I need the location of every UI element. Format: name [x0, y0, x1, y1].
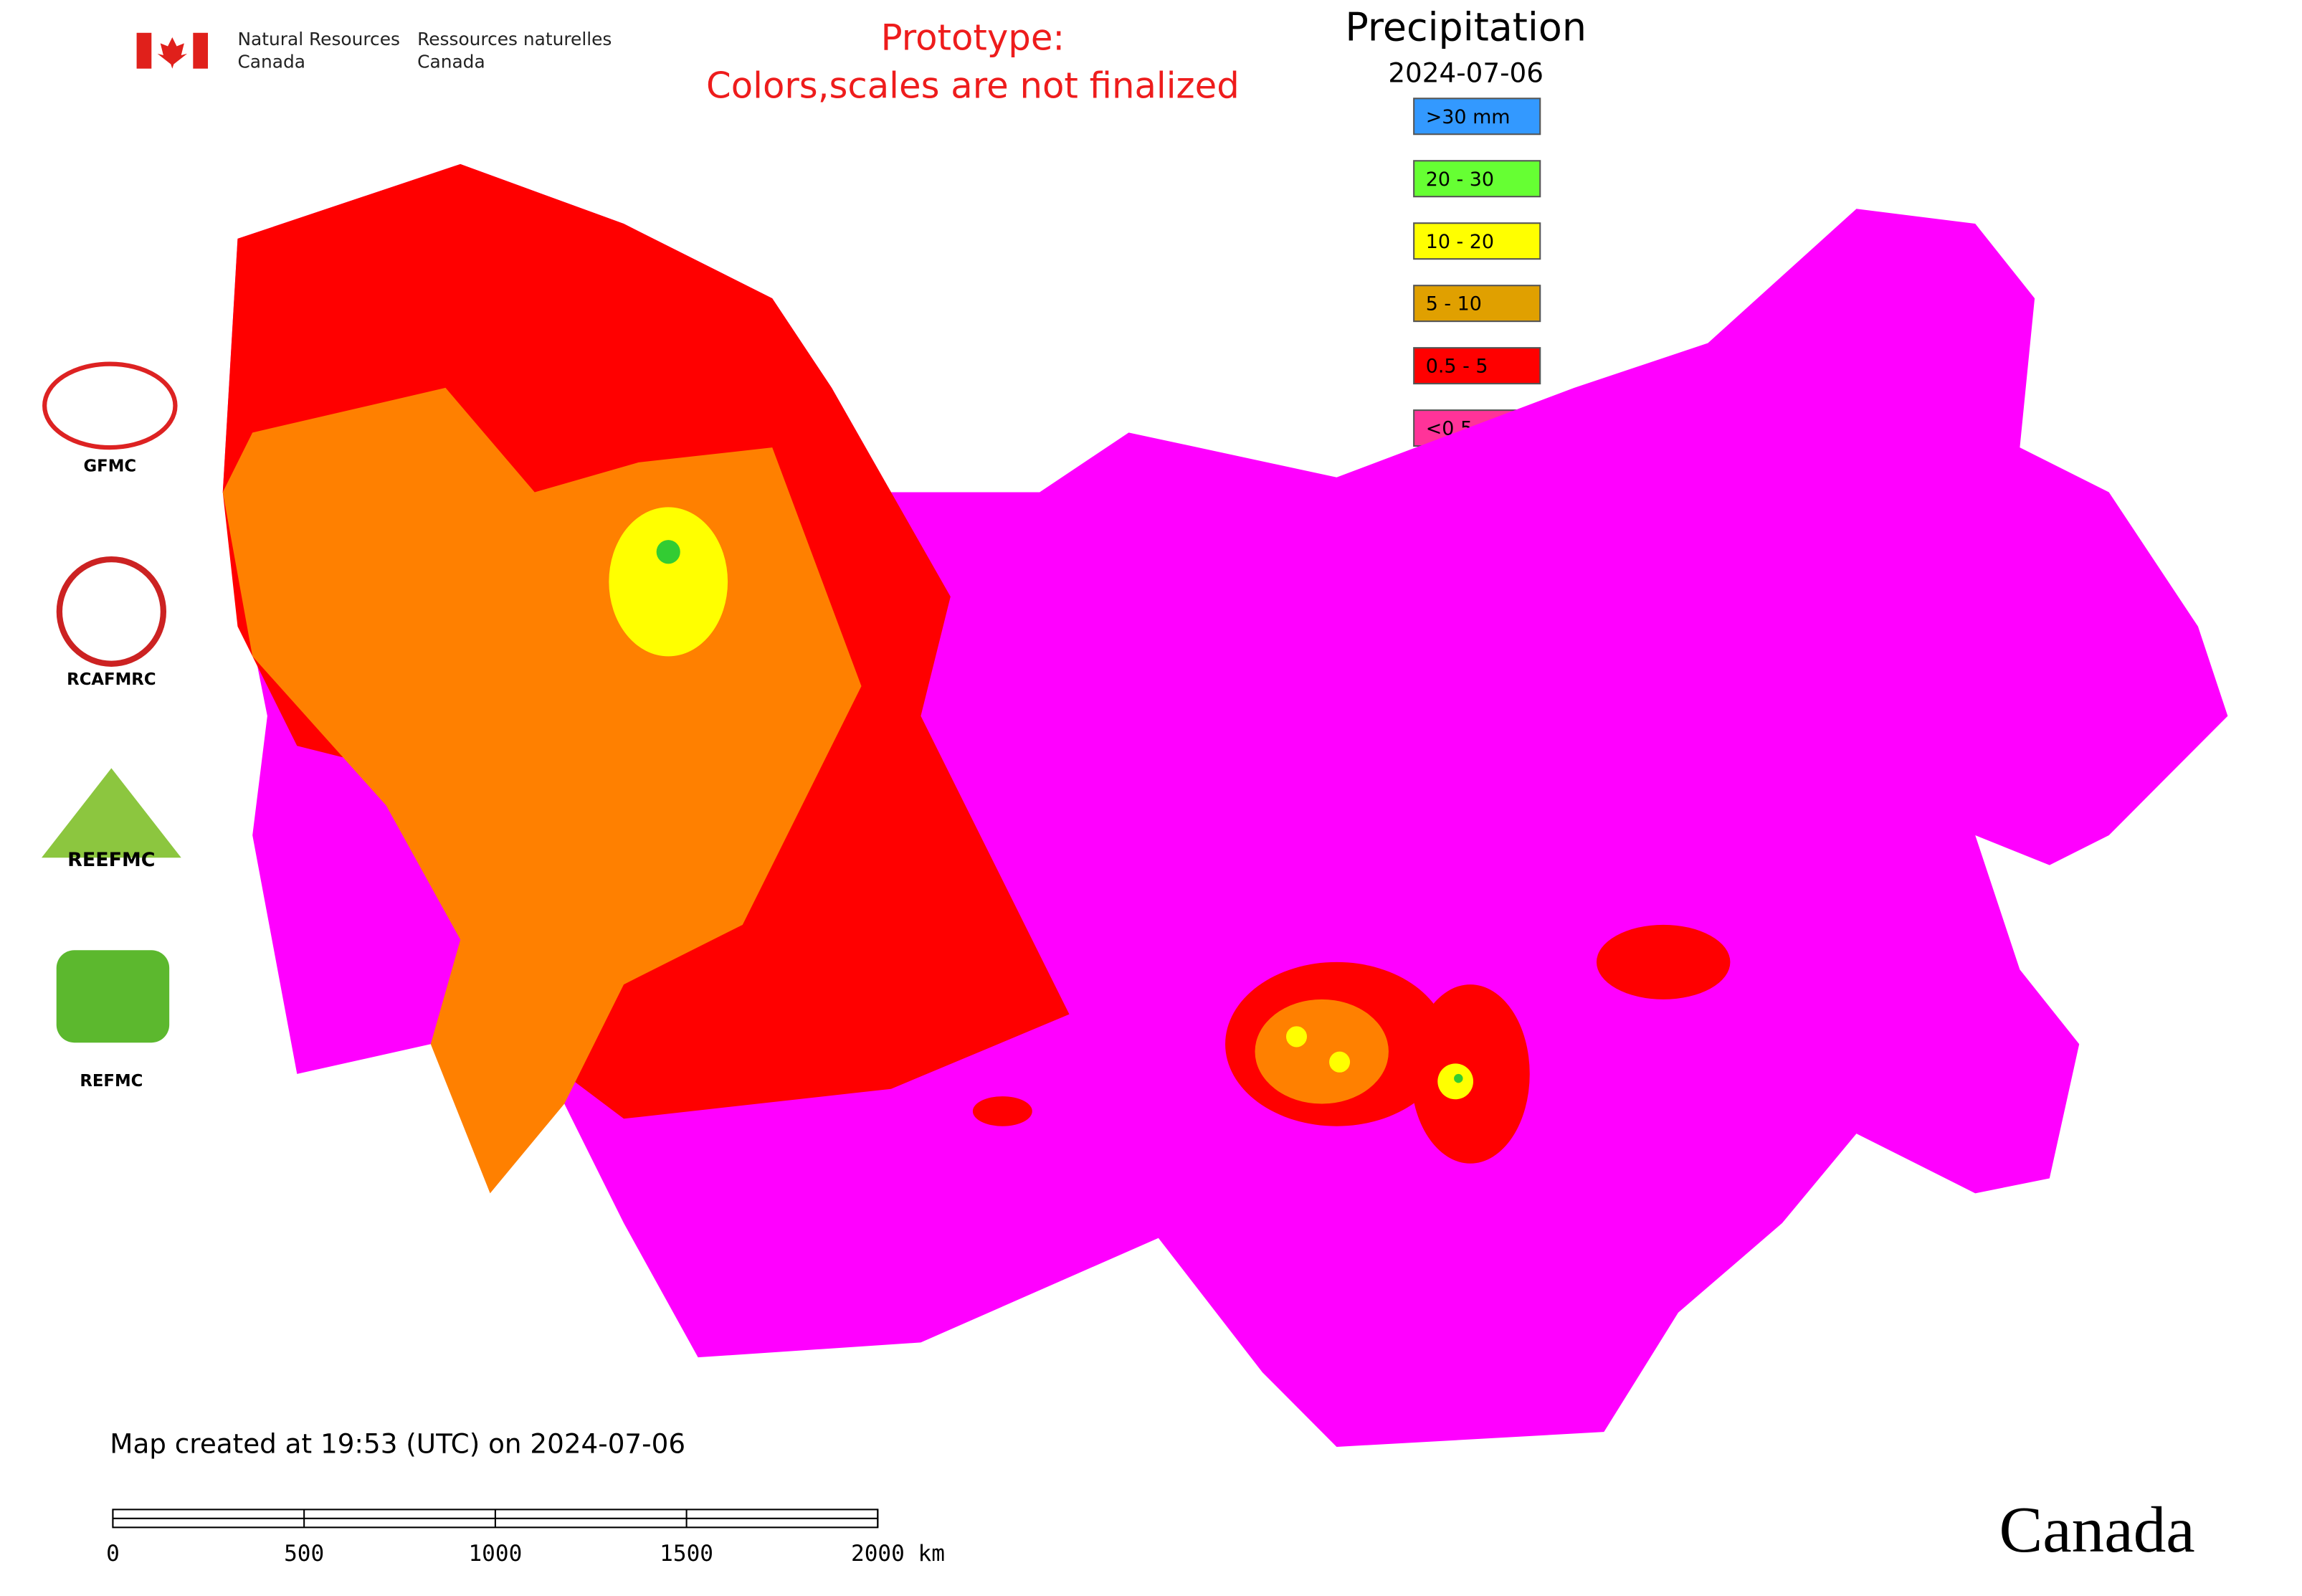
canada-wordmark: Canada [1999, 1493, 2194, 1566]
zone-orange [1255, 999, 1389, 1104]
zone-yellow [1329, 1051, 1351, 1073]
legend-swatch [1413, 222, 1541, 260]
logos: GFMC RCAFMRC REEFMC REFMC [42, 361, 181, 1091]
agency-fr: Ressources naturelles [417, 29, 612, 49]
scale-label: 1500 [660, 1541, 713, 1567]
logo-label: REFMC [80, 1072, 143, 1091]
canvas: Natural Resources Canada Ressources natu… [42, 4, 2228, 1567]
legend-swatch [1413, 347, 1541, 385]
logo-text: REEFMC [67, 849, 155, 871]
zone-green [656, 540, 680, 564]
map [222, 163, 2228, 1447]
flag-bar [136, 32, 152, 69]
map-title: Precipitation [1345, 4, 1587, 49]
legend-label: 20 - 30 [1426, 168, 1494, 191]
agency-en: Natural Resources [237, 29, 400, 49]
zone-red [972, 1096, 1032, 1126]
legend-swatch [1413, 285, 1541, 323]
legend-label: 10 - 20 [1426, 231, 1494, 253]
legend-label: >30 mm [1426, 106, 1511, 128]
scale-label: 2000 km [851, 1541, 945, 1567]
scale-label: 1000 [468, 1541, 522, 1567]
agency-en: Canada [237, 51, 305, 72]
footer-note: Map created at 19:53 (UTC) on 2024-07-06 [110, 1428, 685, 1459]
flag-bar [193, 32, 209, 69]
zone-green [1454, 1073, 1463, 1083]
logo-label: RCAFMRC [67, 670, 156, 689]
notice: Colors,scales are not finalized [706, 65, 1240, 106]
notice: Prototype: [881, 17, 1065, 59]
gfmc-logo [42, 361, 178, 450]
zone-red [1596, 924, 1731, 999]
logo-label: GFMC [83, 457, 136, 476]
gc-signature: Natural Resources Canada Ressources natu… [136, 29, 612, 72]
scale-label: 0 [106, 1541, 120, 1567]
scale-bar: 0 500 1000 1500 2000 km [106, 1509, 945, 1567]
legend-swatch [1413, 98, 1541, 136]
map-date: 2024-07-06 [1388, 57, 1544, 88]
legend-swatch [1413, 160, 1541, 198]
zone-yellow [1286, 1026, 1308, 1048]
agency-fr: Canada [417, 51, 485, 72]
flag-leaf [157, 37, 188, 69]
legend-label: 5 - 10 [1426, 293, 1482, 315]
zone-yellow [609, 507, 728, 657]
legend-label: 0.5 - 5 [1426, 356, 1488, 378]
reefmc-logo [42, 768, 181, 858]
rcafmrc-logo [56, 556, 167, 667]
scale-label: 500 [284, 1541, 324, 1567]
refmc-logo [56, 950, 170, 1043]
